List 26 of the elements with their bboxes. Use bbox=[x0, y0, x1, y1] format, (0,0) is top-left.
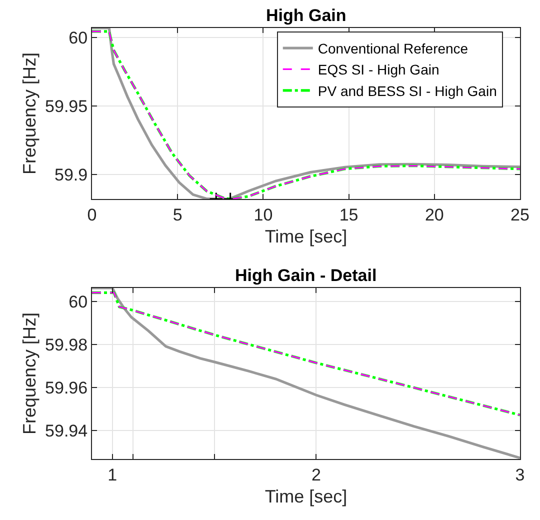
y-axis-title: Frequency [Hz] bbox=[19, 312, 40, 435]
x-tick-label: 25 bbox=[510, 205, 530, 224]
chart-title: High Gain - Detail bbox=[235, 266, 377, 285]
y-tick-label: 60 bbox=[68, 292, 88, 312]
chart-title: High Gain bbox=[266, 6, 346, 25]
x-tick-label: 20 bbox=[424, 205, 444, 224]
x-tick-label: 3 bbox=[515, 465, 525, 484]
line-series bbox=[92, 288, 520, 459]
x-tick-label: 1 bbox=[108, 465, 118, 484]
y-tick-label: 59.98 bbox=[45, 336, 88, 355]
y-tick-label: 59.96 bbox=[45, 378, 88, 398]
y-tick-label: 59.9 bbox=[54, 165, 88, 184]
y-axis-title: Frequency [Hz] bbox=[19, 52, 40, 175]
y-tick-label: 59.94 bbox=[45, 421, 88, 440]
y-tick-label: 59.95 bbox=[45, 96, 88, 116]
x-tick-label: 0 bbox=[87, 205, 97, 224]
x-axis-title: Time [sec] bbox=[264, 486, 348, 506]
legend-label: EQS SI - High Gain bbox=[318, 62, 440, 78]
x-tick-label: 5 bbox=[172, 205, 182, 224]
x-tick-label: 10 bbox=[254, 205, 273, 224]
x-tick-label: 2 bbox=[311, 465, 321, 484]
legend-label: Conventional Reference bbox=[318, 40, 468, 56]
x-axis-title: Time [sec] bbox=[264, 226, 348, 246]
y-tick-label: 60 bbox=[68, 28, 88, 48]
x-tick-label: 15 bbox=[339, 205, 358, 224]
legend-label: PV and BESS SI - High Gain bbox=[318, 82, 497, 99]
